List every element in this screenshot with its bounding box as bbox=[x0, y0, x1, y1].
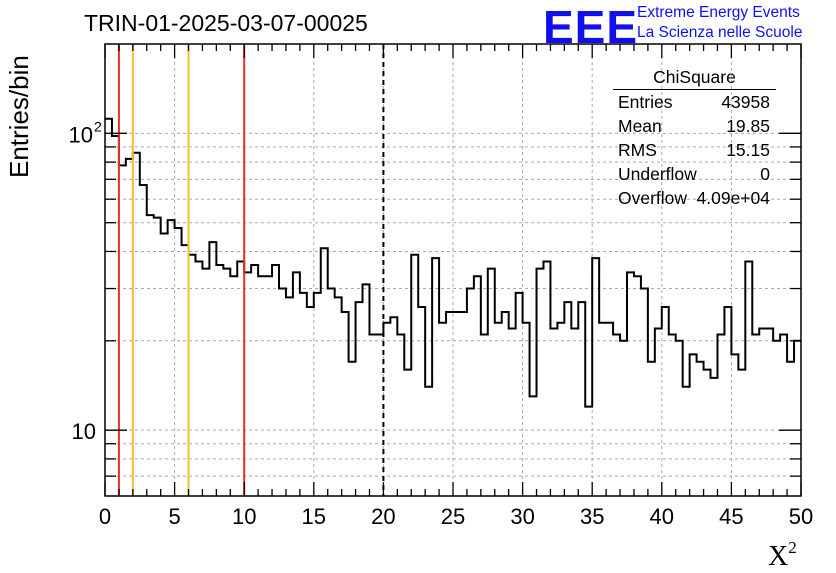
stats-key: Underflow bbox=[618, 164, 697, 184]
grid bbox=[105, 44, 801, 496]
x-tick-label: 35 bbox=[580, 504, 604, 529]
stats-row: RMS 15.15 bbox=[611, 138, 776, 162]
x-tick-label: 10 bbox=[232, 504, 256, 529]
axis-ticks bbox=[104, 44, 802, 496]
stats-title: ChiSquare bbox=[613, 67, 776, 90]
stats-value: 15.15 bbox=[726, 140, 770, 160]
histogram-series bbox=[105, 117, 801, 408]
y-axis-label: Entries/bin bbox=[4, 55, 34, 178]
x-tick-label: 25 bbox=[441, 504, 465, 529]
stats-key: Mean bbox=[618, 116, 662, 136]
stats-key: RMS bbox=[618, 140, 657, 160]
stats-value: 43958 bbox=[721, 92, 770, 112]
y-tick-label: 10 bbox=[72, 419, 96, 444]
x-tick-label: 15 bbox=[302, 504, 326, 529]
y-tick-label: 10 bbox=[69, 122, 93, 147]
histogram-line bbox=[105, 117, 801, 408]
stats-row: Mean 19.85 bbox=[611, 114, 776, 138]
logo-line-2: La Scienza nelle Scuole bbox=[637, 24, 803, 41]
stats-value: 19.85 bbox=[726, 116, 770, 136]
x-tick-label: 0 bbox=[99, 504, 111, 529]
x-tick-label: 45 bbox=[719, 504, 743, 529]
stats-row: Underflow 0 bbox=[611, 162, 776, 186]
x-axis-label-superscript: 2 bbox=[788, 538, 797, 557]
y-tick-exponent: 2 bbox=[94, 118, 102, 134]
stats-value: 4.09e+04 bbox=[696, 188, 770, 208]
x-tick-label: 50 bbox=[789, 504, 813, 529]
chart-title: TRIN-01-2025-03-07-00025 bbox=[84, 10, 368, 36]
stats-key: Entries bbox=[618, 92, 673, 112]
eee-logo: EEE bbox=[543, 1, 639, 53]
marker-lines bbox=[117, 44, 385, 496]
x-tick-label: 5 bbox=[168, 504, 180, 529]
x-axis-label-base: X bbox=[768, 541, 789, 572]
stats-row: Entries 43958 bbox=[611, 90, 776, 114]
x-tick-label: 30 bbox=[510, 504, 534, 529]
x-tick-label: 20 bbox=[371, 504, 395, 529]
stats-box: ChiSquare Entries 43958 Mean 19.85 RMS 15.1… bbox=[611, 67, 776, 210]
stats-row: Overflow 4.09e+04 bbox=[611, 186, 776, 210]
logo-line-1: Extreme Energy Events bbox=[637, 4, 800, 21]
stats-value: 0 bbox=[760, 164, 770, 184]
x-tick-label: 40 bbox=[650, 504, 674, 529]
x-axis-label: X2 bbox=[768, 538, 797, 573]
stats-key: Overflow bbox=[618, 188, 688, 208]
